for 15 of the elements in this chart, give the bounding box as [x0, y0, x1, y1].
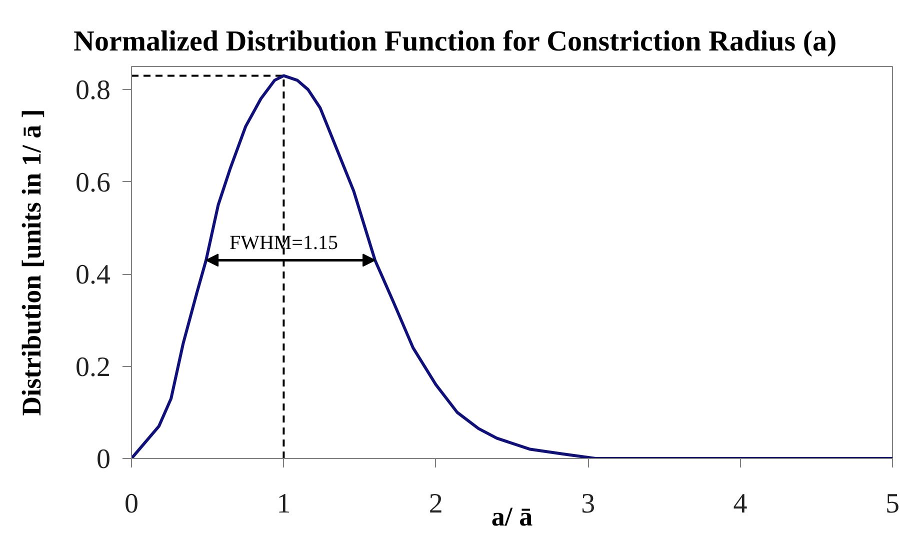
y-tick-label: 0.6 — [76, 167, 110, 198]
x-tick-label: 4 — [733, 488, 748, 520]
x-tick-label: 5 — [886, 488, 900, 520]
x-tick-label: 0 — [124, 488, 138, 520]
y-axis-title: Distribution [units in 1/ ā ] — [16, 109, 46, 416]
y-tick-label: 0.2 — [76, 352, 110, 383]
x-tick-label: 1 — [276, 488, 291, 520]
y-tick-label: 0 — [96, 444, 110, 475]
y-tick-label: 0.8 — [76, 75, 110, 106]
x-axis-title: a/ ā — [491, 502, 534, 532]
chart-title: Normalized Distribution Function for Constriction Radius (a) — [74, 26, 837, 58]
x-tick-label: 3 — [581, 488, 596, 520]
annotation: FWHM=1.15 — [229, 232, 338, 254]
x-tick-label: 2 — [428, 488, 443, 520]
y-tick-label: 0.4 — [76, 260, 110, 291]
